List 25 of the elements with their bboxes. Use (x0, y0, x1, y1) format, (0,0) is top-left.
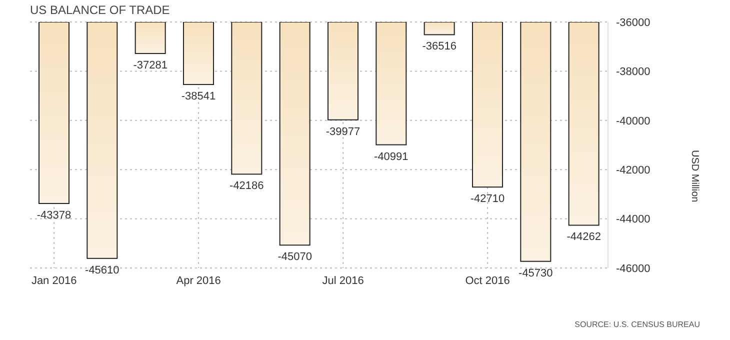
data-label: -45610 (85, 264, 120, 276)
data-label: -38541 (181, 90, 216, 103)
y-tick-label: -36000 (616, 16, 650, 29)
y-tick-label: -42000 (616, 164, 650, 177)
x-tick-label: Jul 2016 (322, 274, 364, 287)
data-label: -42186 (230, 180, 264, 192)
data-label: -44262 (566, 231, 601, 244)
data-label: -42710 (470, 193, 505, 206)
y-tick-label: -44000 (616, 214, 650, 226)
data-label: -45070 (278, 251, 312, 264)
data-label: -39977 (326, 126, 360, 138)
chart-title: US BALANCE OF TRADE (30, 3, 170, 17)
x-tick-label: Apr 2016 (176, 274, 221, 287)
data-label: -40991 (374, 150, 408, 163)
data-label: -45730 (518, 267, 553, 280)
data-label: -43378 (36, 210, 72, 222)
y-tick-label: -40000 (616, 115, 650, 128)
y-axis-title: USD Million (689, 150, 700, 202)
y-tick-label: -38000 (616, 66, 650, 78)
x-tick-label: Oct 2016 (465, 274, 510, 287)
source-note: SOURCE: U.S. CENSUS BUREAU (574, 320, 700, 329)
x-tick-label: Jan 2016 (31, 274, 77, 287)
data-label: -37281 (133, 60, 168, 72)
data-label: -36516 (422, 40, 456, 53)
y-tick-label: -46000 (616, 262, 650, 275)
